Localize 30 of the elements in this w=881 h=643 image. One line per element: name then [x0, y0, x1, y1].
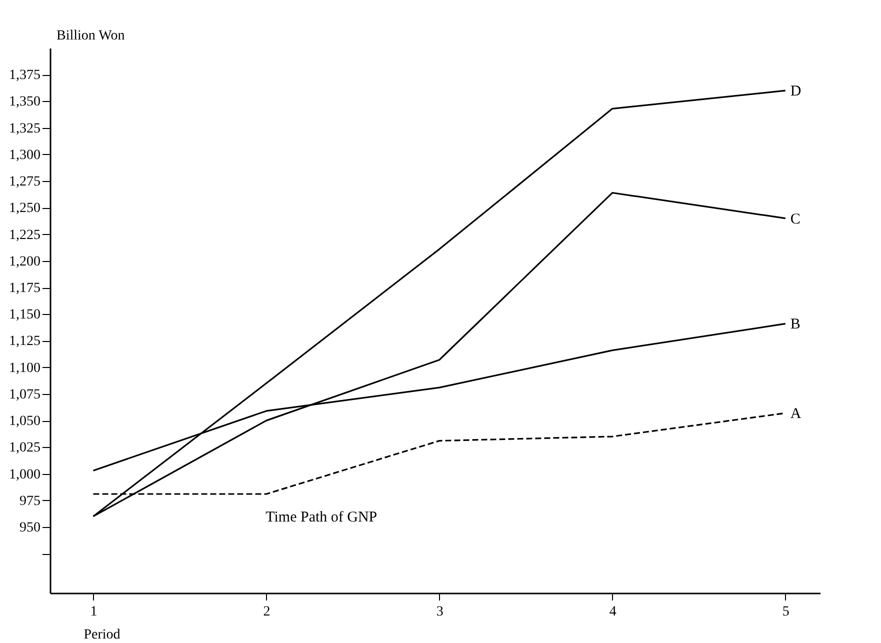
y-tick-label: 1,250	[9, 201, 40, 216]
y-tick-label: 1,300	[9, 148, 40, 163]
y-tick-label: 1,100	[9, 360, 40, 376]
series-label: A	[790, 406, 802, 422]
series-label: C	[790, 211, 800, 228]
x-tick-label: 1	[90, 604, 98, 620]
y-tick-label: 1,150	[9, 308, 40, 323]
y-tick-label: 1,375	[9, 68, 40, 84]
x-tick-label: 3	[436, 604, 444, 620]
series-label: D	[790, 84, 802, 100]
y-tick-label: 1,325	[9, 121, 40, 136]
y-tick-label: 1,175	[9, 281, 40, 296]
y-tick-label: 1,225	[9, 228, 40, 243]
y-tick-label: 1,050	[9, 414, 40, 430]
y-axis-title: Billion Won	[56, 28, 125, 44]
y-tick-label: 1,025	[9, 440, 40, 456]
x-axis-title: Period	[84, 628, 120, 642]
y-tick-label: 1,350	[9, 94, 40, 110]
y-tick-label: 950	[20, 520, 40, 536]
y-tick-label: 975	[20, 494, 40, 509]
x-tick-label: 4	[609, 604, 616, 620]
y-tick-label: 1,125	[9, 334, 40, 350]
x-tick-label: 5	[782, 604, 790, 620]
series-label: B	[790, 316, 800, 333]
annotation: Time Path of GNP	[266, 510, 378, 526]
y-tick-label: 1,200	[9, 254, 40, 270]
x-tick-label: 2	[263, 604, 270, 620]
y-tick-label: 1,075	[9, 387, 40, 402]
y-tick-label: 1,000	[9, 467, 40, 482]
y-tick-label: 1,275	[9, 174, 40, 190]
